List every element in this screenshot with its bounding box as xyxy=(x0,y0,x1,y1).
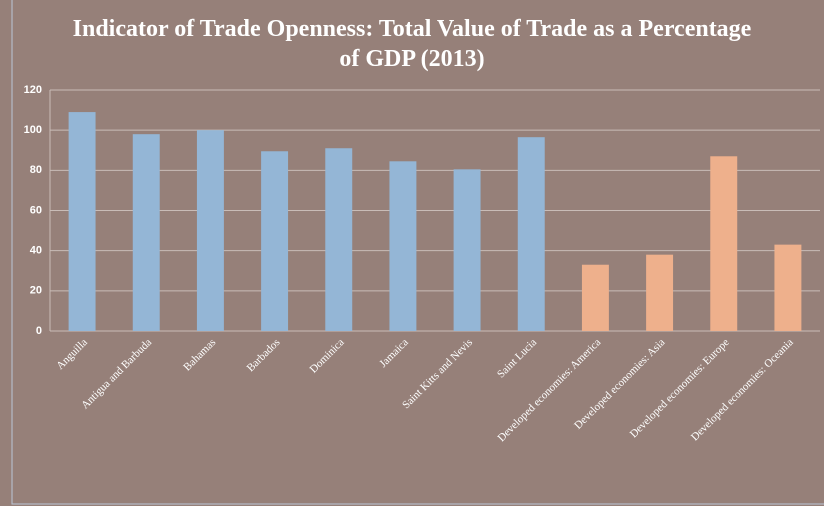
bar xyxy=(325,148,353,331)
y-tick-label: 0 xyxy=(36,325,42,337)
bar xyxy=(581,264,609,331)
chart-title: Indicator of Trade Openness: Total Value… xyxy=(72,16,752,72)
x-tick-label: Developed economies: Oceania xyxy=(689,336,796,443)
bar xyxy=(68,112,96,331)
x-tick-label: Anguilla xyxy=(54,336,90,372)
bar xyxy=(453,169,481,331)
x-tick-label: Barbados xyxy=(245,336,283,374)
x-tick-label: Antigua and Barbuda xyxy=(79,336,154,411)
y-tick-label: 60 xyxy=(30,204,42,216)
frame xyxy=(11,0,824,505)
x-tick-label: Saint Lucia xyxy=(495,336,539,380)
x-tick-label: Saint Kitts and Nevis xyxy=(400,336,475,411)
y-tick-label: 20 xyxy=(30,285,42,297)
y-tick-label: 40 xyxy=(30,245,42,257)
x-tick-label: Developed economies: America xyxy=(495,336,603,444)
bar xyxy=(196,130,224,331)
y-tick-label: 100 xyxy=(24,124,42,136)
y-tick-label: 80 xyxy=(30,164,42,176)
x-tick-label: Jamaica xyxy=(377,336,411,370)
y-tick-label: 120 xyxy=(24,84,42,96)
bar xyxy=(710,156,738,331)
bar xyxy=(261,151,289,331)
bar xyxy=(389,161,417,331)
x-tick-label: Bahamas xyxy=(181,336,218,373)
bar xyxy=(646,254,674,331)
bar xyxy=(132,134,160,331)
bar xyxy=(774,244,802,331)
bar xyxy=(517,137,545,331)
x-tick-label: Dominica xyxy=(307,336,346,375)
